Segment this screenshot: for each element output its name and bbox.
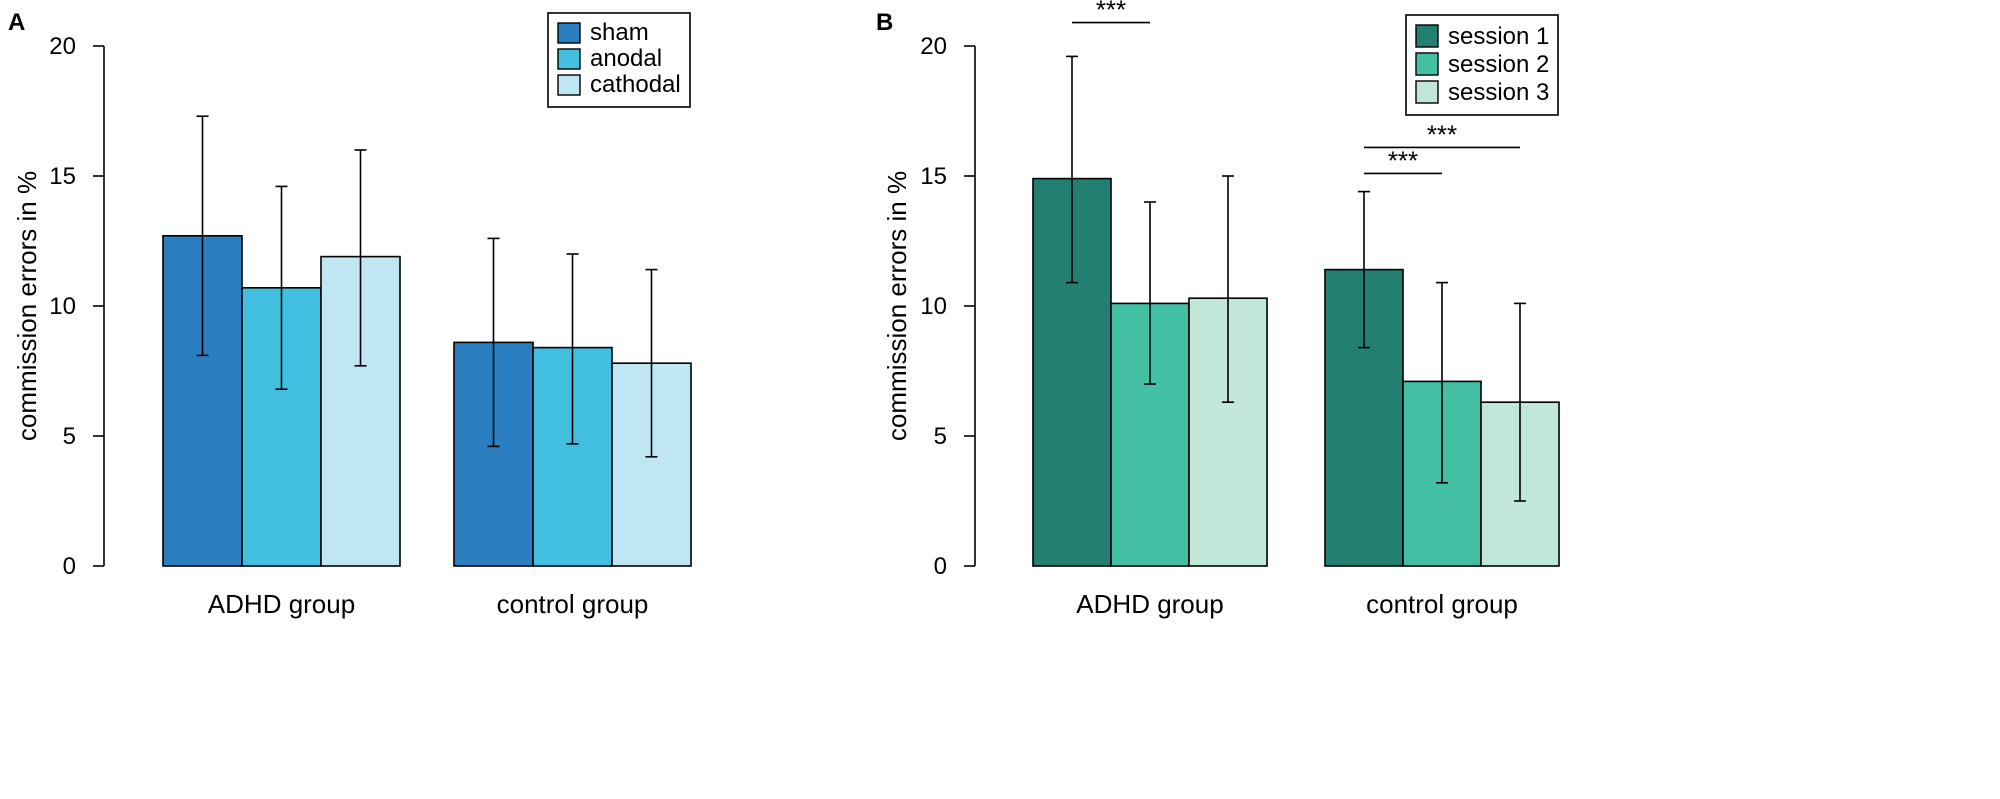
y-tick-label: 10: [920, 293, 947, 320]
error-bar: [487, 237, 500, 448]
y-axis-label: commission errors in %: [12, 171, 42, 441]
error-bar: [196, 115, 209, 357]
error-bar: [1514, 302, 1526, 502]
y-tick-label: 5: [934, 423, 947, 450]
significance-marker: ***: [1388, 145, 1418, 175]
error-bar: [354, 149, 367, 367]
y-tick-label: 15: [49, 163, 76, 190]
legend-swatch-session-1: [1415, 24, 1439, 48]
y-tick-label: 10: [49, 293, 76, 320]
y-tick-label: 15: [920, 163, 947, 190]
legend-swatch-cathodal: [557, 74, 581, 96]
legend-label: session 1: [1448, 23, 1549, 50]
panel-b: B 0 5 10 15 20 commission errors in % ADHD grou…: [876, 0, 1560, 619]
legend-swatch-anodal: [557, 48, 581, 70]
y-axis-label: commission errors in %: [882, 171, 912, 441]
category-label: ADHD group: [1076, 589, 1223, 619]
error-bar: [1066, 55, 1078, 284]
significance-marker: ***: [1427, 119, 1457, 149]
error-bar: [275, 185, 288, 391]
y-tick-label: 0: [63, 553, 76, 580]
legend-swatch-sham: [557, 22, 581, 44]
error-bar: [566, 253, 579, 445]
legend-swatch-session-2: [1415, 52, 1439, 76]
panel-letter: B: [876, 9, 893, 36]
significance-marker: ***: [1096, 0, 1126, 25]
panel-a: A 0 5 10 15 20 commission errors in % ADHD grou…: [8, 9, 692, 619]
error-bar: [1358, 190, 1370, 349]
legend-swatch-session-3: [1415, 80, 1439, 104]
legend-label: session 2: [1448, 51, 1549, 78]
y-tick-label: 0: [934, 553, 947, 580]
category-label: control group: [497, 589, 649, 619]
error-bar: [1436, 281, 1448, 484]
category-label: control group: [1366, 589, 1518, 619]
error-bar: [1222, 175, 1234, 404]
legend-label: anodal: [590, 45, 662, 72]
y-tick-label: 5: [63, 423, 76, 450]
y-tick-label: 20: [920, 33, 947, 60]
legend-label: cathodal: [590, 71, 681, 98]
y-tick-label: 20: [49, 33, 76, 60]
category-label: ADHD group: [208, 589, 355, 619]
panel-letter: A: [8, 9, 25, 36]
error-bar: [1144, 201, 1156, 385]
error-bar: [645, 268, 658, 458]
legend-label: sham: [590, 19, 649, 46]
legend-label: session 3: [1448, 79, 1549, 106]
